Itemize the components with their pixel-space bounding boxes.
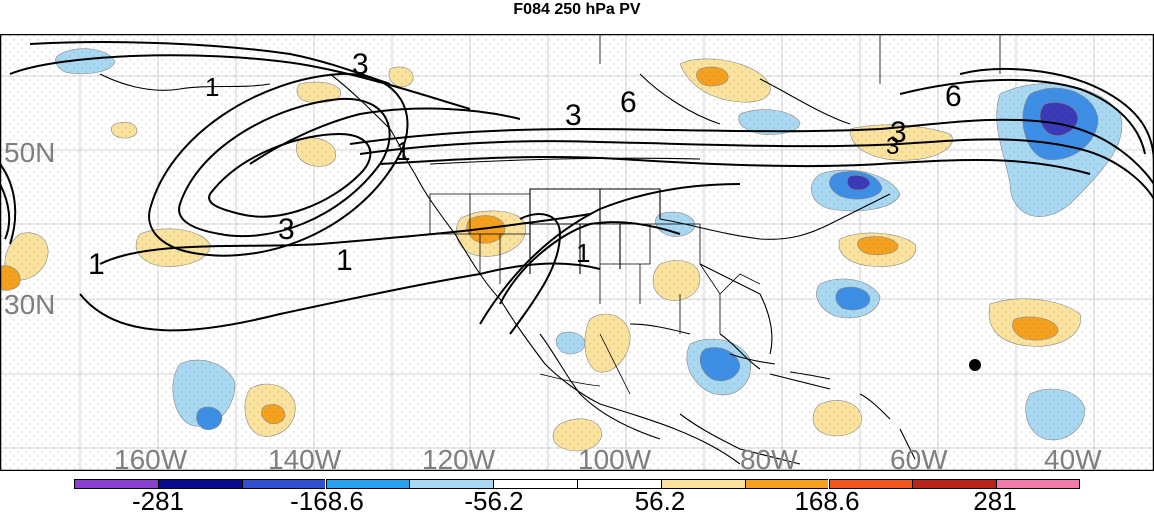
contour-label: 1 (205, 72, 219, 102)
lat-label: 30N (4, 289, 55, 320)
colorbar-swatch (660, 479, 745, 489)
colorbar-label: -56.2 (464, 486, 524, 516)
contour-label: 3 (278, 213, 295, 246)
contour-label: 1 (576, 238, 590, 268)
colorbar-swatch (325, 479, 410, 489)
chart-title: F084 250 hPa PV (513, 1, 641, 18)
lat-label: 50N (4, 137, 55, 168)
colorbar-swatch (241, 479, 326, 489)
contour-label: 1 (396, 136, 410, 166)
contour-label: 3 (352, 48, 369, 81)
pv-map: 3 6 1 1 3 1 3 6 3 1 1 3 50N 30N 160W 140… (0, 34, 1154, 471)
graticule-labels: 50N 30N 160W 140W 120W 100W 80W 60W 40W (4, 137, 1102, 471)
contour-labels: 3 6 1 1 3 1 3 6 3 1 1 3 (88, 48, 962, 281)
colorbar-label: -168.6 (290, 486, 364, 516)
colorbar-swatch (828, 479, 913, 489)
lon-label: 80W (740, 444, 798, 471)
pv-contours (0, 41, 1154, 335)
lon-label: 160W (114, 444, 188, 471)
colorbar-swatch (157, 479, 242, 489)
political-borders (429, 34, 1001, 395)
colorbar: -281 -168.6 -56.2 56.2 168.6 281 (0, 474, 1154, 514)
contour-label: 6 (945, 80, 962, 113)
colorbar-label: 168.6 (794, 486, 860, 516)
contour-label: 1 (88, 248, 105, 281)
lon-label: 100W (578, 444, 652, 471)
colorbar-swatch (409, 479, 494, 489)
lon-label: 120W (422, 444, 496, 471)
colorbar-swatch (912, 479, 997, 489)
colorbar-label: -281 (131, 486, 185, 516)
contour-label: 3 (890, 116, 907, 149)
colorbar-swatch (996, 479, 1080, 489)
colorbar-label: 281 (973, 486, 1017, 516)
marker-dot (969, 359, 981, 371)
colorbar-swatch (577, 479, 661, 489)
contour-label: 1 (336, 244, 353, 277)
colorbar-swatch (493, 479, 577, 489)
contour-label: 6 (620, 86, 637, 119)
contour-label: 3 (565, 99, 582, 132)
colorbar-label: 56.2 (634, 486, 686, 516)
lon-label: 60W (890, 444, 948, 471)
colorbar-swatch (744, 479, 829, 489)
lon-label: 40W (1044, 444, 1102, 471)
colorbar-swatch (74, 479, 158, 489)
contour-label: 3 (886, 133, 899, 160)
lon-label: 140W (268, 444, 342, 471)
